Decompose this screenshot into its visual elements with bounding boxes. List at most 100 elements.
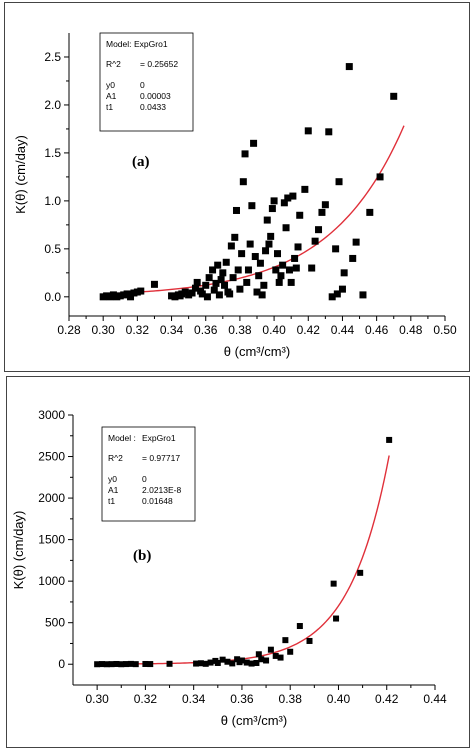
data-point <box>284 194 292 202</box>
data-point <box>243 278 251 286</box>
data-point <box>340 269 348 277</box>
data-point <box>217 276 225 284</box>
data-point <box>263 216 271 224</box>
data-point <box>198 290 206 298</box>
data-point <box>274 250 282 258</box>
x-tick-label: 0.32 <box>126 323 150 337</box>
chart-panel-b: 0.30 0.32 0.34 0.36 0.38 0.40 0.42 0.44 0 500 1000… <box>6 376 470 748</box>
data-point <box>280 199 288 207</box>
data-point <box>108 661 115 668</box>
data-point <box>289 192 297 200</box>
y-tick-label: 1500 <box>38 533 65 547</box>
data-point <box>123 661 130 668</box>
data-point <box>246 240 254 248</box>
y-tick-label: 1000 <box>38 574 65 588</box>
x-tick-label: 0.42 <box>297 323 321 337</box>
data-point <box>255 272 263 280</box>
data-point <box>277 654 284 661</box>
data-point <box>275 278 283 286</box>
data-point <box>239 178 247 186</box>
data-point <box>166 660 173 667</box>
data-point <box>308 264 316 272</box>
fit-param-value: 0 <box>140 80 145 90</box>
chart-panel-a: 0.28 0.30 0.32 0.34 0.36 0.38 0.40 0.42 0.44 0.46… <box>4 2 470 372</box>
fit-param-name: t1 <box>106 102 113 112</box>
data-point <box>268 205 276 213</box>
data-point <box>118 661 125 668</box>
data-point <box>232 206 240 214</box>
y-tick-label: 0 <box>58 657 65 671</box>
data-point <box>296 623 303 630</box>
fit-param-value: 0.01648 <box>142 496 173 506</box>
data-point <box>238 657 245 664</box>
data-point <box>333 290 341 298</box>
fit-curve <box>103 125 405 295</box>
data-point <box>357 569 364 576</box>
y-tick-label: 0.0 <box>44 290 61 304</box>
fit-param-name: y0 <box>106 80 115 90</box>
data-point <box>376 173 384 181</box>
data-point <box>328 293 336 301</box>
x-tick-label: 0.48 <box>399 323 423 337</box>
data-point <box>212 279 220 287</box>
x-tick-label: 0.30 <box>85 692 109 706</box>
y-axis-title: K(θ) (cm/day) <box>13 135 28 214</box>
fit-r2-label: R^2 <box>106 59 121 69</box>
fit-param-value: 0.00003 <box>140 91 171 101</box>
y-tick-label: 500 <box>45 616 65 630</box>
data-point <box>150 280 158 288</box>
data-point <box>294 243 302 251</box>
data-point <box>229 660 236 667</box>
y-tick-label: 1.0 <box>44 194 61 208</box>
data-point <box>197 660 204 667</box>
y-tick-label: 2500 <box>38 450 65 464</box>
data-point <box>214 659 221 666</box>
data-point <box>285 266 293 274</box>
fit-model-label: Model : <box>108 433 136 443</box>
data-point <box>318 208 326 216</box>
fit-model-value: ExpGro1 <box>134 39 168 49</box>
data-point <box>127 660 134 667</box>
data-point <box>127 293 135 301</box>
data-point <box>338 285 346 293</box>
data-point <box>253 288 261 296</box>
data-point <box>272 266 280 274</box>
data-point <box>253 659 260 666</box>
data-point <box>132 661 139 668</box>
data-point <box>359 291 367 299</box>
fit-param-value: 0 <box>142 474 147 484</box>
data-point <box>267 232 275 240</box>
data-point <box>219 656 226 663</box>
data-point <box>349 254 357 262</box>
data-point <box>103 661 110 668</box>
data-point <box>279 261 287 269</box>
data-point <box>330 580 337 587</box>
data-point <box>265 240 273 248</box>
data-point <box>304 127 312 135</box>
data-point <box>238 250 246 258</box>
data-point <box>258 656 265 663</box>
data-point <box>325 128 333 136</box>
x-tick-label: 0.34 <box>160 323 184 337</box>
y-tick-label: 1.5 <box>44 146 61 160</box>
data-point <box>191 284 199 292</box>
x-tick-label: 0.30 <box>92 323 116 337</box>
y-axis-title: K(θ) (cm/day) <box>11 511 26 590</box>
data-point <box>209 266 217 274</box>
data-point <box>272 652 279 659</box>
x-tick-label: 0.40 <box>327 692 351 706</box>
data-point <box>255 651 262 658</box>
y-tick-label: 2.0 <box>44 98 61 112</box>
x-tick-label: 0.34 <box>182 692 206 706</box>
data-point <box>202 660 209 667</box>
data-point <box>113 660 120 667</box>
data-point <box>296 211 304 219</box>
data-point <box>263 657 270 664</box>
data-point <box>287 278 295 286</box>
x-tick-label: 0.38 <box>279 692 303 706</box>
fit-param-value: 0.0433 <box>140 102 166 112</box>
fit-param-name: A1 <box>106 91 117 101</box>
data-point <box>282 637 289 644</box>
data-point <box>345 63 353 71</box>
data-point <box>287 648 294 655</box>
